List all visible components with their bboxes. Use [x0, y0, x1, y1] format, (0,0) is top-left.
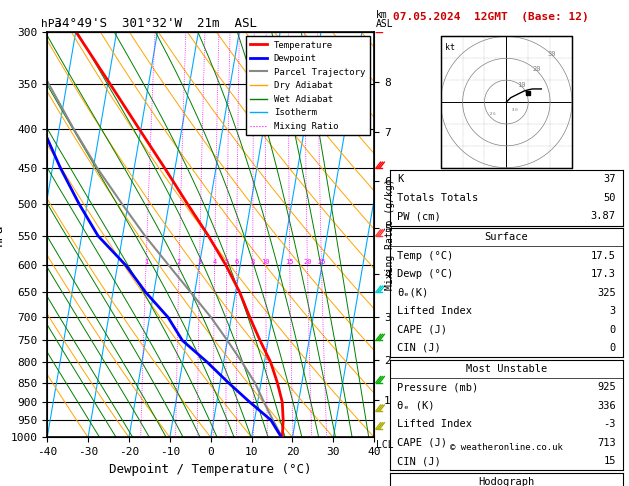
Y-axis label: hPa: hPa	[0, 223, 5, 246]
Text: 10: 10	[518, 82, 526, 88]
Text: 07.05.2024  12GMT  (Base: 12): 07.05.2024 12GMT (Base: 12)	[393, 12, 589, 22]
Text: Pressure (mb): Pressure (mb)	[397, 382, 478, 392]
Text: 17.3: 17.3	[591, 269, 616, 279]
Text: 15: 15	[603, 456, 616, 466]
Text: km
ASL: km ASL	[376, 10, 393, 29]
Text: -3: -3	[603, 419, 616, 429]
Text: Totals Totals: Totals Totals	[397, 193, 478, 203]
Text: hPa: hPa	[41, 19, 61, 29]
Text: Temp (°C): Temp (°C)	[397, 251, 454, 260]
Text: ₃₀: ₃₀	[511, 106, 519, 112]
Text: 336: 336	[597, 401, 616, 411]
Text: 30: 30	[548, 51, 557, 57]
Text: 1: 1	[144, 259, 148, 265]
Text: 925: 925	[597, 382, 616, 392]
Text: PW (cm): PW (cm)	[397, 211, 441, 221]
Text: 0: 0	[610, 343, 616, 353]
Text: 37: 37	[603, 174, 616, 184]
Text: 50: 50	[603, 193, 616, 203]
Text: 3: 3	[610, 306, 616, 316]
Text: Surface: Surface	[484, 232, 528, 242]
Text: 3: 3	[198, 259, 202, 265]
Text: Most Unstable: Most Unstable	[465, 364, 547, 374]
Text: LCL: LCL	[376, 440, 393, 450]
X-axis label: Dewpoint / Temperature (°C): Dewpoint / Temperature (°C)	[109, 463, 312, 476]
Text: Lifted Index: Lifted Index	[397, 306, 472, 316]
Text: Mixing Ratio (g/kg): Mixing Ratio (g/kg)	[385, 179, 395, 290]
Text: CAPE (J): CAPE (J)	[397, 325, 447, 334]
Text: 15: 15	[286, 259, 294, 265]
Text: K: K	[397, 174, 403, 184]
Text: ₂₆: ₂₆	[489, 110, 498, 116]
Text: CAPE (J): CAPE (J)	[397, 438, 447, 448]
Text: 10: 10	[262, 259, 270, 265]
Text: θₑ (K): θₑ (K)	[397, 401, 435, 411]
Text: © weatheronline.co.uk: © weatheronline.co.uk	[450, 443, 563, 452]
Text: 8: 8	[250, 259, 255, 265]
Text: CIN (J): CIN (J)	[397, 343, 441, 353]
Text: CIN (J): CIN (J)	[397, 456, 441, 466]
Text: 25: 25	[317, 259, 326, 265]
Text: θₑ(K): θₑ(K)	[397, 288, 428, 297]
Text: 20: 20	[533, 67, 541, 72]
Text: kt: kt	[445, 43, 455, 52]
Text: 4: 4	[213, 259, 217, 265]
Text: 17.5: 17.5	[591, 251, 616, 260]
Text: 325: 325	[597, 288, 616, 297]
Text: Hodograph: Hodograph	[478, 477, 535, 486]
Text: 6: 6	[235, 259, 239, 265]
Text: 20: 20	[303, 259, 312, 265]
Text: 5: 5	[225, 259, 229, 265]
Text: Lifted Index: Lifted Index	[397, 419, 472, 429]
Legend: Temperature, Dewpoint, Parcel Trajectory, Dry Adiabat, Wet Adiabat, Isotherm, Mi: Temperature, Dewpoint, Parcel Trajectory…	[246, 36, 370, 135]
Text: 713: 713	[597, 438, 616, 448]
Text: Dewp (°C): Dewp (°C)	[397, 269, 454, 279]
Text: -34°49'S  301°32'W  21m  ASL: -34°49'S 301°32'W 21m ASL	[47, 17, 257, 31]
Text: 3.87: 3.87	[591, 211, 616, 221]
Text: 2: 2	[177, 259, 181, 265]
Text: 0: 0	[610, 325, 616, 334]
